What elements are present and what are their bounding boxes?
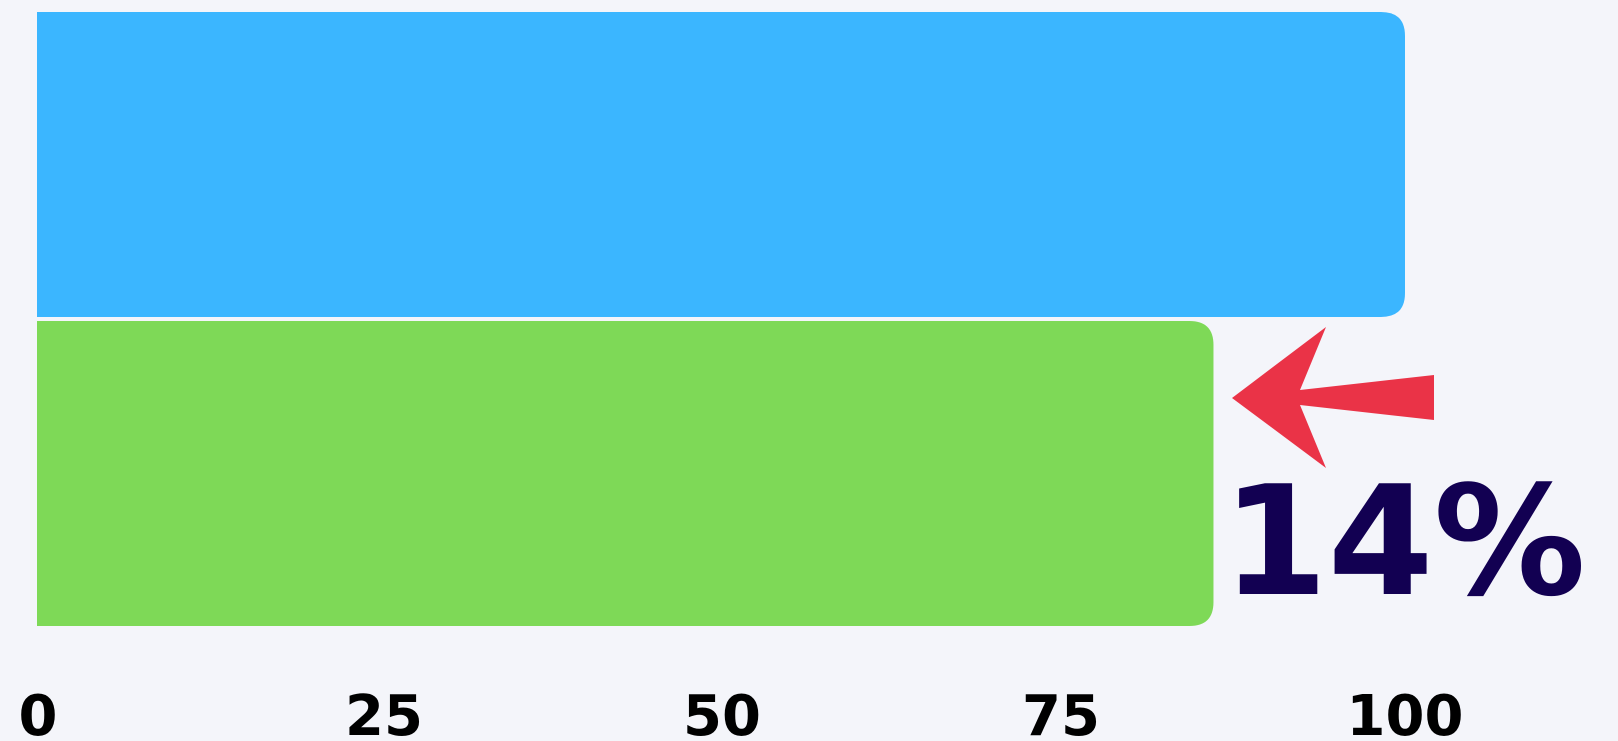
x-axis-ticks: 0 25 50 75 100 [19, 684, 1464, 741]
bars-group [37, 12, 1405, 626]
difference-callout: 14% [1222, 453, 1586, 630]
x-tick-label: 50 [683, 684, 761, 741]
arrow-left-icon [1232, 327, 1434, 468]
bar-2 [37, 321, 1214, 626]
bar-1 [37, 12, 1405, 317]
x-tick-label: 100 [1347, 684, 1464, 741]
x-tick-label: 75 [1022, 684, 1100, 741]
x-tick-label: 25 [345, 684, 423, 741]
x-tick-label: 0 [19, 684, 58, 741]
